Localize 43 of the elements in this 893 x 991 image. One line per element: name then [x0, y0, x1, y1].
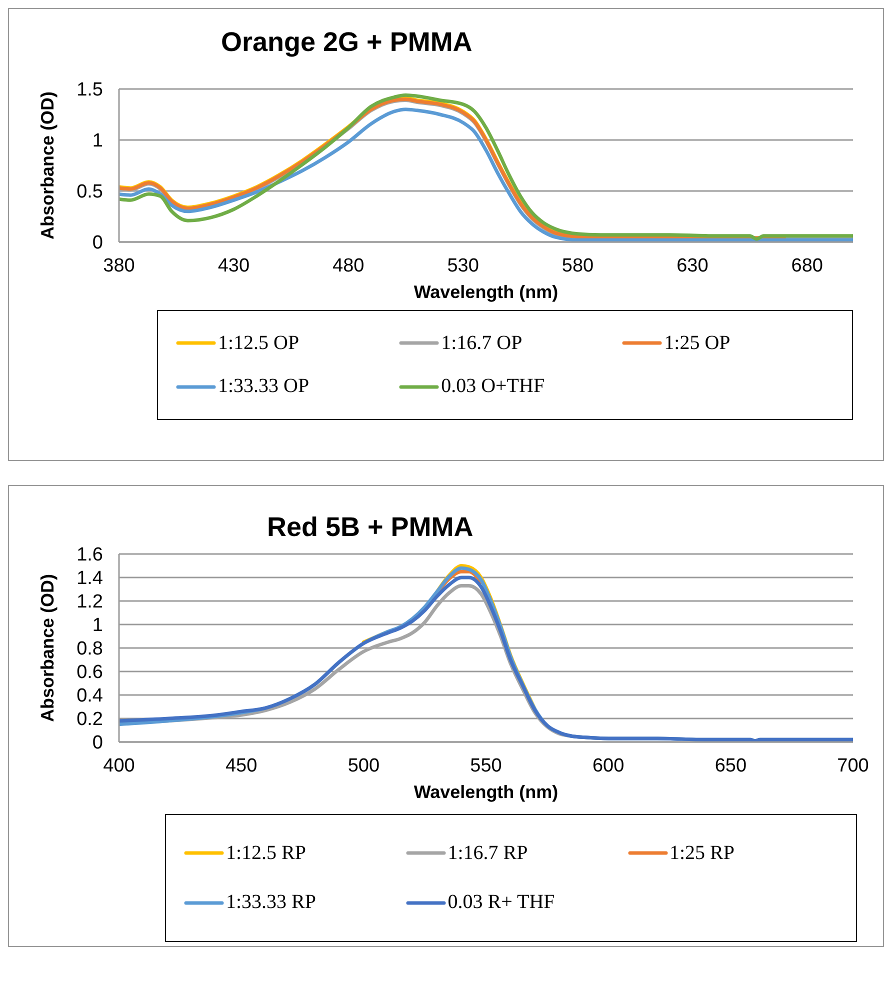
- x-tick-label: 430: [218, 255, 250, 276]
- y-axis-title: Absorbance (OD): [37, 91, 58, 240]
- y-tick-label: 0.4: [76, 686, 104, 707]
- y-tick-label: 0.8: [76, 638, 103, 660]
- legend-label: 1:12.5 RP: [226, 842, 306, 865]
- y-axis-title: Absorbance (OD): [37, 574, 58, 722]
- y-tick-label: 0: [92, 232, 103, 254]
- x-tick-label: 550: [470, 755, 502, 776]
- y-tick-label: 1: [92, 130, 103, 152]
- y-tick-label: 1.2: [76, 592, 103, 613]
- y-tick-label: 1.6: [76, 544, 103, 566]
- x-tick-label: 680: [791, 255, 823, 276]
- x-axis-title: Wavelength (nm): [414, 282, 558, 302]
- x-axis-title: Wavelength (nm): [414, 782, 558, 802]
- legend-label: 1:16.7 RP: [448, 842, 528, 865]
- legend-label: 1:25 OP: [664, 332, 730, 355]
- legend-label: 1:33.33 RP: [226, 891, 316, 914]
- legend-label: 1:25 RP: [670, 842, 735, 865]
- legend-label: 0.03 R+ THF: [448, 891, 555, 914]
- y-tick-label: 0.5: [76, 182, 103, 203]
- x-tick-label: 600: [592, 755, 624, 776]
- y-tick-label: 0.6: [76, 662, 103, 684]
- x-tick-label: 700: [837, 755, 869, 776]
- x-tick-label: 530: [447, 255, 479, 276]
- legend-label: 1:33.33 OP: [218, 375, 310, 398]
- x-tick-label: 580: [562, 255, 594, 276]
- x-tick-label: 630: [676, 255, 708, 276]
- chart-title: Red 5B + PMMA: [266, 511, 474, 542]
- y-tick-label: 0: [92, 732, 103, 754]
- y-tick-label: 1.5: [76, 80, 103, 101]
- legend-label: 0.03 O+THF: [441, 375, 545, 398]
- legend-label: 1:12.5 OP: [218, 332, 300, 355]
- chart-title: Orange 2G + PMMA: [220, 26, 474, 59]
- x-tick-label: 480: [332, 255, 364, 276]
- x-tick-label: 650: [714, 755, 747, 776]
- y-tick-label: 1.4: [76, 568, 104, 590]
- x-tick-label: 450: [225, 755, 258, 776]
- y-tick-label: 1: [92, 615, 103, 636]
- x-tick-label: 400: [103, 755, 135, 776]
- x-tick-label: 380: [103, 255, 135, 276]
- x-tick-label: 500: [348, 755, 380, 776]
- legend-label: 1:16.7 OP: [441, 332, 522, 355]
- y-tick-label: 0.2: [76, 709, 103, 730]
